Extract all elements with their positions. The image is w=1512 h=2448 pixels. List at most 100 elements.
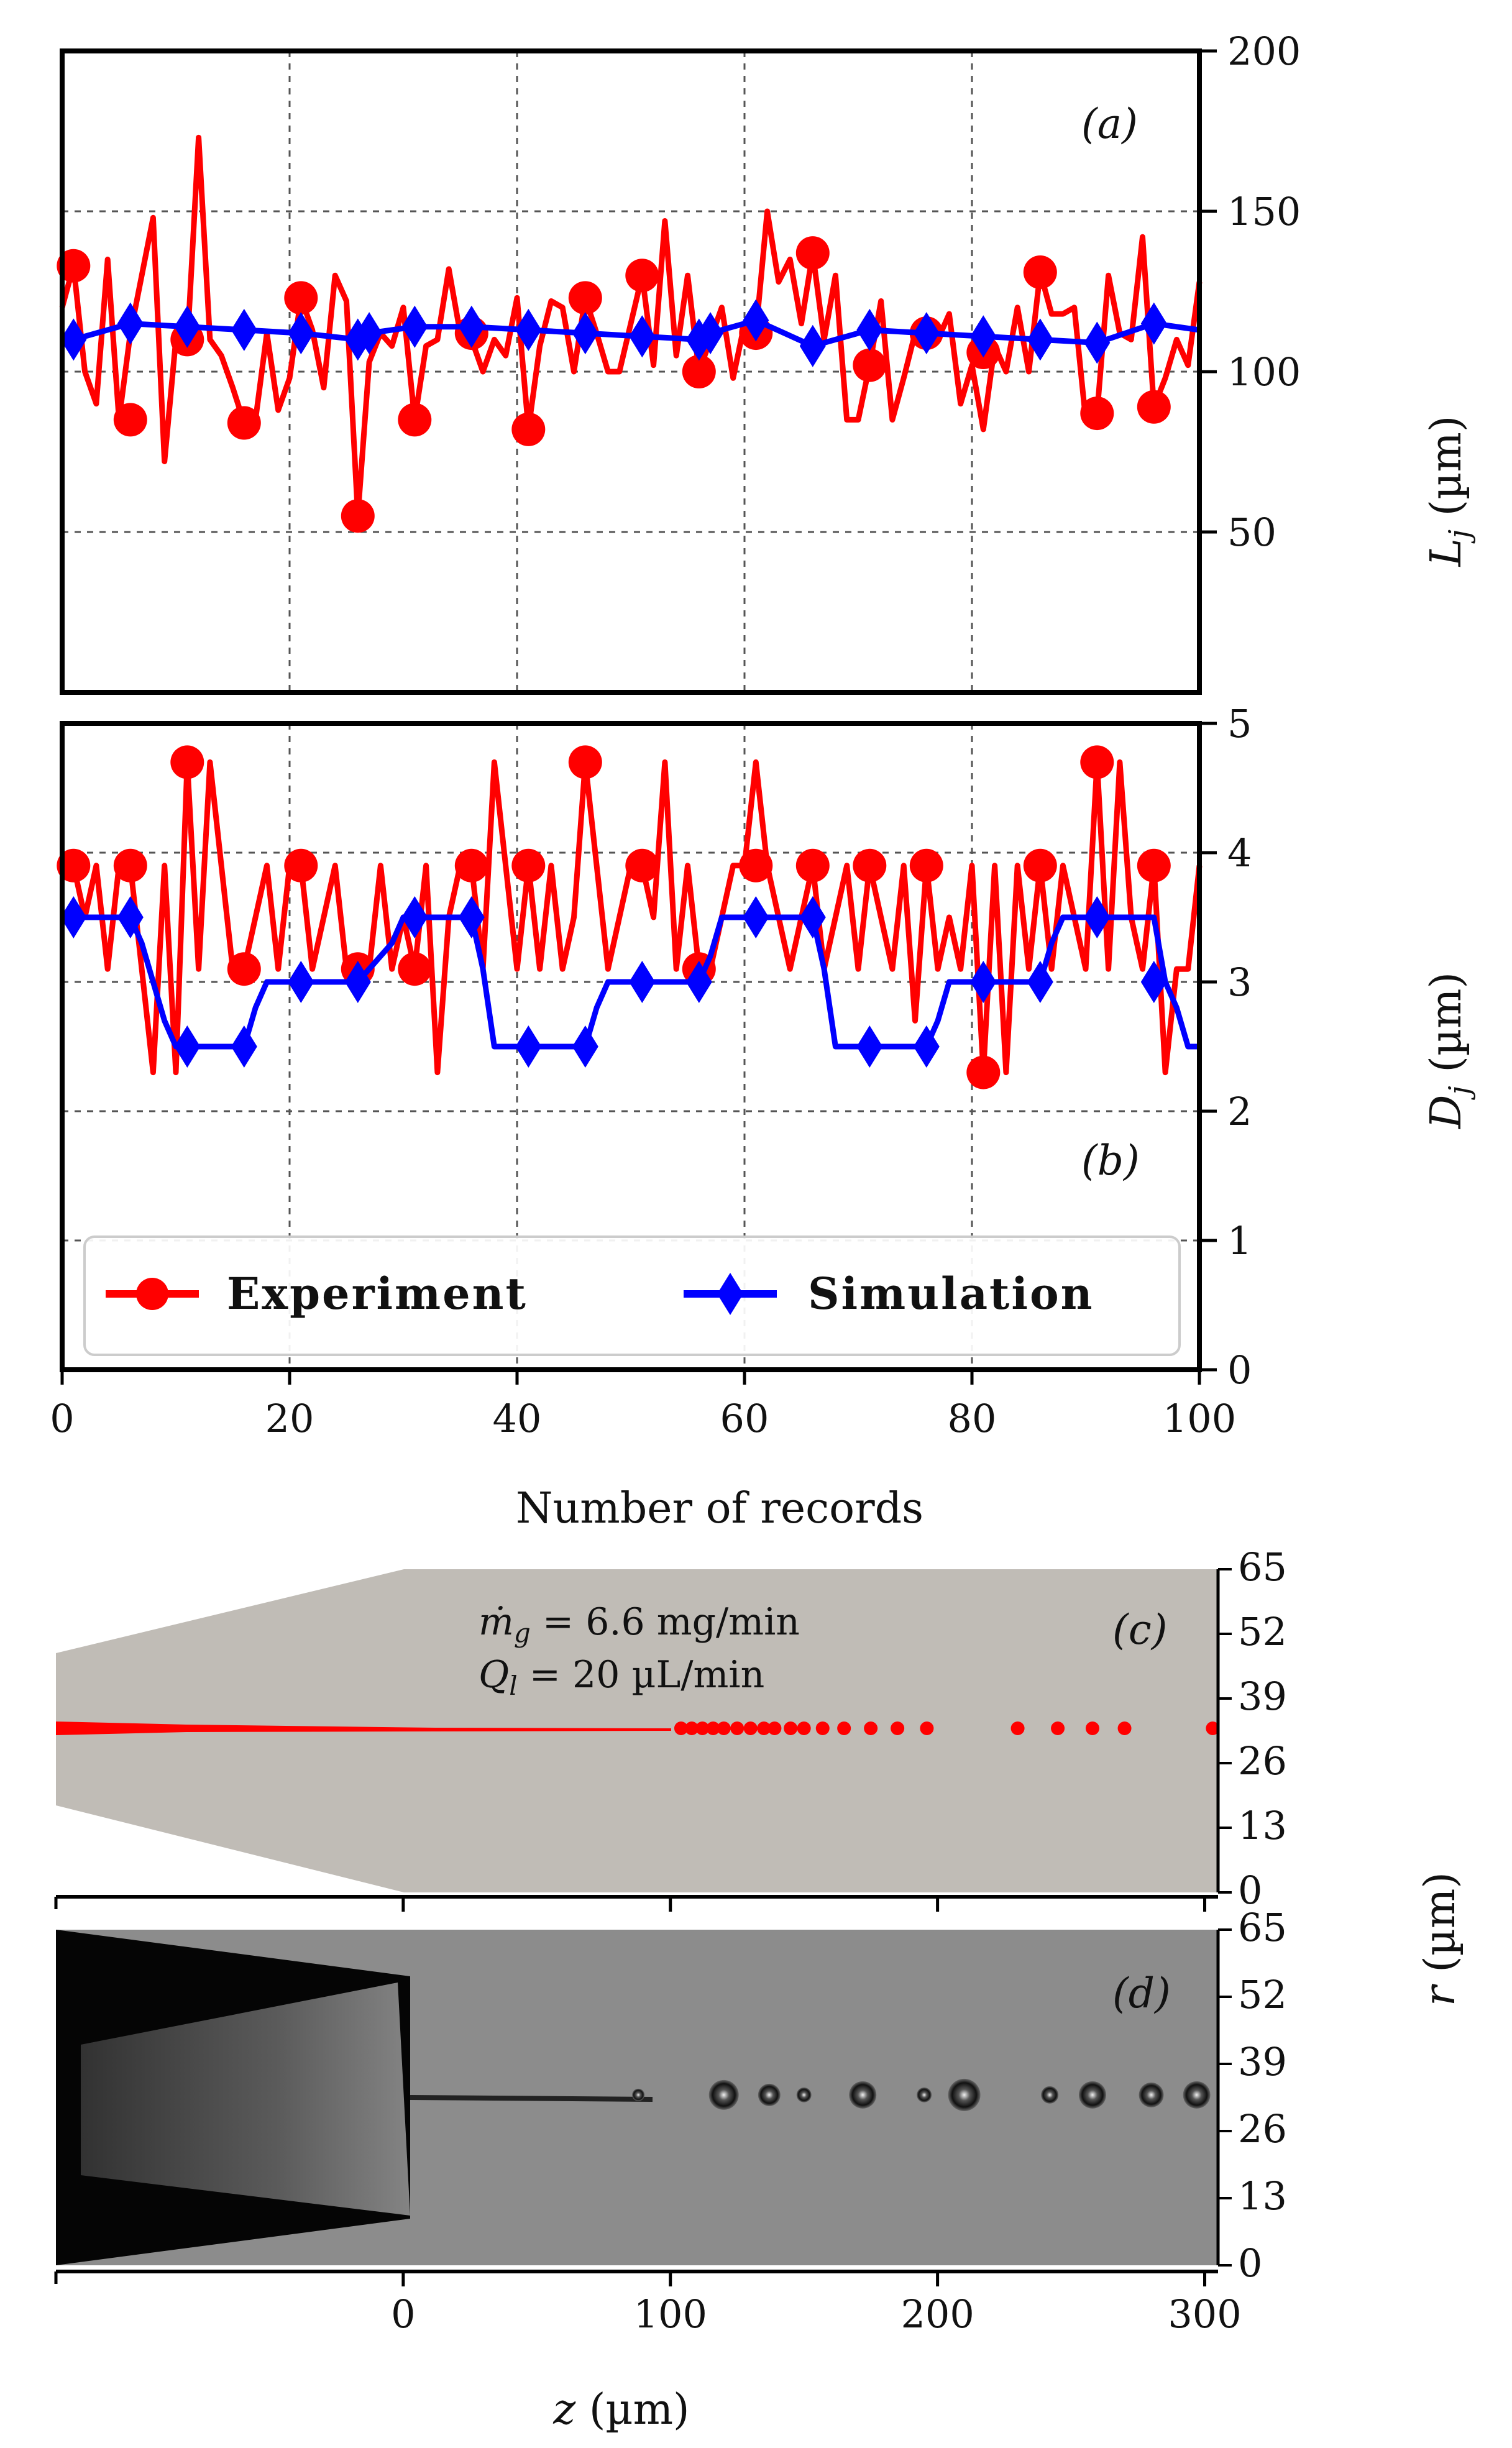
panel-d-droplet bbox=[1041, 2086, 1059, 2104]
panel-d-tag: (d) bbox=[1112, 1969, 1171, 2017]
panel-c-mass-flow-annotation: ṁg = 6.6 mg/min bbox=[479, 1600, 800, 1648]
panel-c-droplet bbox=[797, 1721, 811, 1735]
series-experiment-point bbox=[625, 848, 659, 882]
panel-d-nozzle-interior bbox=[81, 1983, 410, 2216]
panel-d-droplet bbox=[948, 2078, 981, 2111]
series-experiment-point bbox=[853, 348, 887, 382]
panel-c-droplet bbox=[784, 1721, 798, 1735]
panel-b-xtick-label: 0 bbox=[50, 1396, 74, 1441]
panel-c-mass-flow-value: = 6.6 mg/min bbox=[531, 1600, 800, 1644]
panel-b-frame bbox=[60, 721, 1202, 1372]
panel-a-ylabel-main: L bbox=[1422, 538, 1471, 567]
series-simulation-point bbox=[288, 961, 314, 1003]
panel-d-droplets bbox=[632, 2078, 1211, 2111]
panel-c-liquid-flow-symbol: Q bbox=[479, 1653, 509, 1697]
series-simulation-point bbox=[743, 299, 769, 342]
series-simulation-line bbox=[62, 914, 1199, 1050]
series-simulation-point bbox=[174, 1025, 201, 1068]
panel-d-xtick-label: 100 bbox=[634, 2291, 707, 2337]
series-experiment-point bbox=[57, 848, 91, 882]
series-simulation-point bbox=[60, 896, 87, 938]
series-simulation-point bbox=[401, 305, 428, 348]
panel-b-xtick-label: 20 bbox=[265, 1396, 314, 1441]
panel-b-xtick-label: 60 bbox=[720, 1396, 769, 1441]
panel-d-ytick-label: 0 bbox=[1238, 2240, 1262, 2286]
panel-c-droplet bbox=[757, 1721, 771, 1735]
panel-a-ylabel: Lj (µm) bbox=[1422, 416, 1476, 568]
panel-c-droplet bbox=[1117, 1721, 1132, 1735]
series-experiment-point bbox=[682, 355, 716, 388]
panel-c-droplet bbox=[920, 1721, 934, 1735]
legend-simulation-label: Simulation bbox=[808, 1268, 1094, 1319]
panel-b-xlabel: Number of records bbox=[516, 1484, 923, 1533]
panel-c-droplet bbox=[1085, 1721, 1099, 1735]
series-experiment-point bbox=[284, 281, 318, 315]
series-simulation-point bbox=[799, 324, 826, 367]
series-experiment-point bbox=[454, 848, 488, 882]
panel-b-ylabel-unit: (µm) bbox=[1422, 972, 1471, 1086]
panel-d-droplet bbox=[758, 2083, 781, 2106]
series-simulation-point bbox=[1027, 961, 1053, 1003]
series-simulation-point bbox=[288, 312, 314, 355]
panel-d-xlabel-main: z bbox=[552, 2385, 576, 2434]
panel-b-xtick-label: 100 bbox=[1163, 1396, 1236, 1441]
panel-c-mass-flow-sub: g bbox=[514, 1618, 531, 1648]
panel-a-ylabel-unit: (µm) bbox=[1422, 416, 1471, 529]
series-experiment-point bbox=[625, 259, 659, 293]
panel-c-droplet bbox=[685, 1721, 699, 1735]
panel-c-liquid-flow-value: = 20 µL/min bbox=[518, 1653, 765, 1697]
panel-d-liquid-jet bbox=[410, 2095, 653, 2102]
panel-c-droplet bbox=[864, 1721, 878, 1735]
panel-c-droplet bbox=[891, 1721, 905, 1735]
panel-d-droplet bbox=[1183, 2081, 1211, 2109]
series-simulation-point bbox=[1027, 318, 1053, 361]
series-simulation-point bbox=[856, 1025, 883, 1068]
panel-b-ytick-label: 3 bbox=[1227, 960, 1252, 1005]
panel-b-y-ticks: 0 1 2 3 4 5 bbox=[1199, 701, 1252, 1393]
panel-c-droplet bbox=[730, 1721, 745, 1735]
panel-d-xlabel-unit: (µm) bbox=[575, 2385, 689, 2434]
series-experiment-point bbox=[853, 848, 887, 882]
panel-c-droplet bbox=[743, 1721, 758, 1735]
panel-c-droplet bbox=[1010, 1721, 1025, 1735]
panel-d-xtick-label: 0 bbox=[391, 2291, 415, 2337]
series-simulation-point bbox=[174, 305, 201, 348]
panel-b-ylabel: Dj (µm) bbox=[1422, 972, 1476, 1130]
panel-d-ytick-label: 39 bbox=[1238, 2039, 1287, 2084]
panel-cd-ylabel: r (µm) bbox=[1416, 1872, 1465, 2006]
panel-c-droplet bbox=[1206, 1721, 1220, 1735]
panel-a-ytick-label: 50 bbox=[1227, 510, 1276, 555]
panel-cd-ylabel-unit: (µm) bbox=[1416, 1872, 1465, 1986]
series-simulation-point bbox=[856, 308, 883, 351]
series-simulation-point bbox=[970, 961, 997, 1003]
panel-d-ytick-label: 13 bbox=[1238, 2173, 1287, 2219]
series-experiment-point bbox=[511, 412, 546, 446]
panel-a-chart: 50 100 150 200 (a) Lj (µm) bbox=[57, 29, 1476, 695]
series-simulation-point bbox=[515, 1025, 542, 1068]
panel-d-droplet bbox=[708, 2079, 739, 2110]
panel-c-ytick-label: 26 bbox=[1238, 1738, 1287, 1784]
series-simulation-point bbox=[231, 308, 257, 351]
panel-d-xlabel: z (µm) bbox=[552, 2385, 689, 2434]
series-simulation-point bbox=[515, 308, 542, 351]
series-experiment-point bbox=[795, 236, 830, 270]
series-simulation-point bbox=[629, 961, 656, 1003]
series-simulation-point bbox=[60, 318, 87, 361]
panel-a-grid bbox=[62, 51, 1199, 692]
legend-box bbox=[83, 1235, 1181, 1356]
series-simulation-point bbox=[913, 312, 940, 355]
series-simulation-point bbox=[231, 1025, 257, 1068]
series-experiment-point bbox=[227, 952, 261, 986]
panel-c-tag: (c) bbox=[1112, 1606, 1167, 1654]
series-experiment-point bbox=[113, 403, 147, 437]
panel-d-ytick-label: 65 bbox=[1238, 1905, 1287, 1950]
panel-d-droplet bbox=[632, 2088, 645, 2101]
series-experiment-point bbox=[909, 848, 943, 882]
series-experiment-point bbox=[1137, 390, 1171, 424]
panel-b-chart: 0 1 2 3 4 5 0 20 40 60 80 100 (b) Dj (µm) Number o… bbox=[50, 701, 1476, 1533]
panel-c-ytick-label: 39 bbox=[1238, 1674, 1287, 1719]
series-experiment-point bbox=[398, 952, 432, 986]
panel-b-series bbox=[57, 745, 1203, 1089]
series-simulation-point bbox=[401, 896, 428, 938]
panel-b-ytick-label: 2 bbox=[1227, 1089, 1252, 1134]
